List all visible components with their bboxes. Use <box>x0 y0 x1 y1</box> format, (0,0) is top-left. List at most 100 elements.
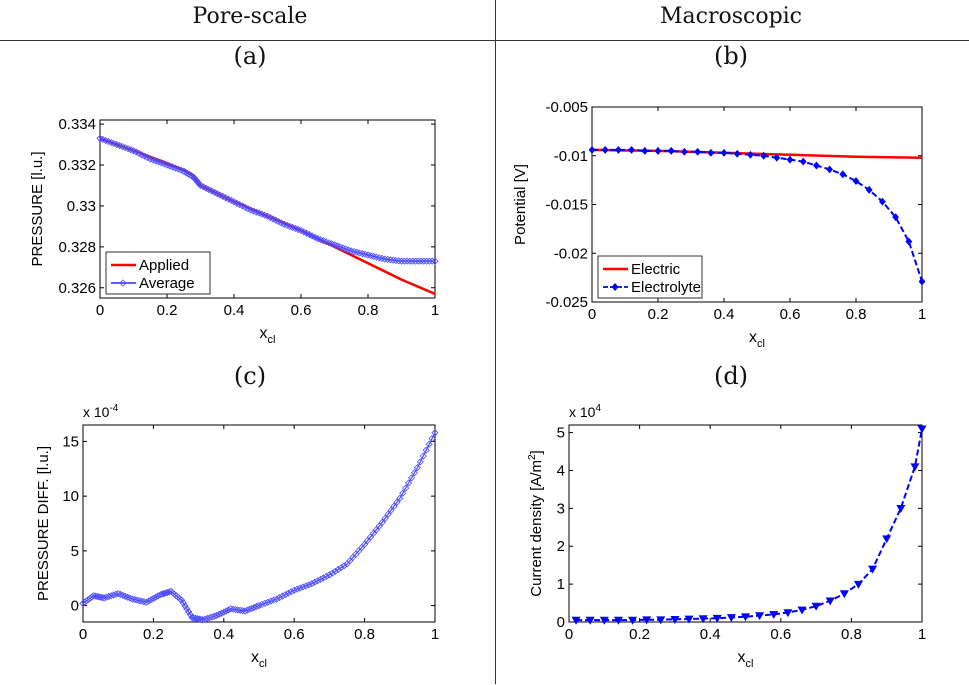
data-point-d <box>585 616 595 625</box>
data-point-c <box>296 584 304 592</box>
data-point-c <box>325 571 333 579</box>
data-point-c <box>149 594 157 603</box>
data-point-d <box>642 616 652 625</box>
data-point-c <box>340 562 348 570</box>
data-point-b <box>588 145 596 154</box>
data-point-c <box>431 429 439 437</box>
header-macroscopic: Macroscopic <box>659 4 803 29</box>
data-point-b <box>747 150 754 159</box>
y-tick-label-b: -0.015 <box>545 197 588 214</box>
y-tick-label-b: -0.02 <box>554 245 588 262</box>
data-point-d <box>698 615 708 624</box>
x-tick-label-a: 0.4 <box>224 302 245 319</box>
x-tick-label-d: 0 <box>565 626 573 643</box>
y-axis-label-d: Current density [A/m2] <box>527 450 545 596</box>
data-point-c <box>267 597 275 605</box>
legend-label-b: Electric <box>631 261 681 278</box>
y-tick-label-c: 0 <box>71 598 79 615</box>
y-tick-label-d: 0 <box>557 614 565 631</box>
x-tick-label-a: 1 <box>431 302 439 319</box>
data-point-a <box>383 255 392 264</box>
data-point-c <box>126 594 134 602</box>
data-point-c <box>217 609 226 617</box>
data-point-b <box>615 145 622 154</box>
x-axis-label-b: xcl <box>749 329 765 350</box>
data-point-c <box>416 458 424 466</box>
data-point-b <box>641 146 649 155</box>
data-point-c <box>363 537 372 545</box>
data-point-c <box>314 577 322 585</box>
data-point-c <box>158 590 166 598</box>
column-divider <box>495 0 496 684</box>
x-tick-label-c: 1 <box>431 626 439 643</box>
x-axis-label-c: xcl <box>251 649 267 670</box>
data-point-c <box>162 589 170 597</box>
data-point-d <box>797 606 807 615</box>
data-point-d <box>811 602 821 611</box>
data-point-c <box>281 591 289 599</box>
y-axis-label-a: PRESSURE [l.u.] <box>29 151 46 266</box>
data-point-d <box>571 616 581 625</box>
data-point-b <box>905 237 913 246</box>
data-point-c <box>177 596 186 604</box>
x-axis-label-d: xcl <box>738 649 754 670</box>
data-point-c <box>231 606 240 614</box>
x-tick-label-c: 0.6 <box>284 626 305 643</box>
data-point-c <box>133 596 141 604</box>
data-point-c <box>278 592 287 600</box>
data-point-c <box>369 529 377 537</box>
data-point-b <box>601 145 609 154</box>
data-point-c <box>317 575 325 583</box>
data-point-a <box>403 257 411 265</box>
data-point-c <box>119 591 127 599</box>
axes-box-d <box>568 424 923 623</box>
y-tick-label-a: 0.332 <box>58 157 96 174</box>
data-point-c <box>384 510 392 518</box>
data-point-c <box>222 607 230 615</box>
y-tick-label-b: -0.005 <box>545 99 588 116</box>
data-point-c <box>270 596 278 604</box>
series-c-0 <box>79 429 439 624</box>
legend-box-a <box>105 251 211 295</box>
data-point-c <box>264 598 272 606</box>
data-point-c <box>287 588 295 596</box>
legend-label-a: Applied <box>139 257 189 274</box>
data-point-c <box>422 446 430 454</box>
data-point-c <box>328 569 336 577</box>
data-point-c <box>331 567 339 575</box>
data-point-d <box>613 616 623 625</box>
x-tick-label-a: 0 <box>96 302 104 319</box>
data-point-c <box>284 589 292 597</box>
data-point-c <box>361 540 369 548</box>
data-point-c <box>186 611 194 619</box>
series-d-0 <box>571 425 927 625</box>
data-point-c <box>290 586 298 594</box>
data-point-c <box>273 595 281 603</box>
series-a-1 <box>96 134 439 265</box>
data-point-d <box>684 615 694 624</box>
legend-label-b: Electrolyte <box>631 279 701 296</box>
data-point-c <box>299 583 307 591</box>
data-point-c <box>396 494 404 502</box>
x-tick-label-b: 0 <box>588 306 596 323</box>
y-axis-label-c: PRESSURE DIFF. [l.u.] <box>35 446 52 601</box>
data-point-b <box>918 277 926 286</box>
data-point-c <box>387 506 395 514</box>
data-point-d <box>868 565 878 574</box>
data-point-c <box>114 589 122 598</box>
data-point-c <box>135 597 143 605</box>
data-point-c <box>419 452 427 460</box>
panel-label-a: (a) <box>233 42 267 70</box>
data-point-d <box>882 535 892 544</box>
data-point-c <box>215 610 223 618</box>
data-point-a <box>381 255 389 263</box>
data-point-c <box>319 574 328 582</box>
data-point-c <box>402 484 410 492</box>
data-point-c <box>236 606 244 614</box>
data-point-b <box>852 177 860 186</box>
data-point-c <box>253 602 261 611</box>
chart-d: 0 0.2 0.4 0.6 0.8 1 0 1 2 3 4 5x 104 xcl Current dens… <box>527 403 927 670</box>
data-point-c <box>124 593 132 601</box>
data-point-c <box>311 578 319 586</box>
data-point-c <box>334 565 342 574</box>
